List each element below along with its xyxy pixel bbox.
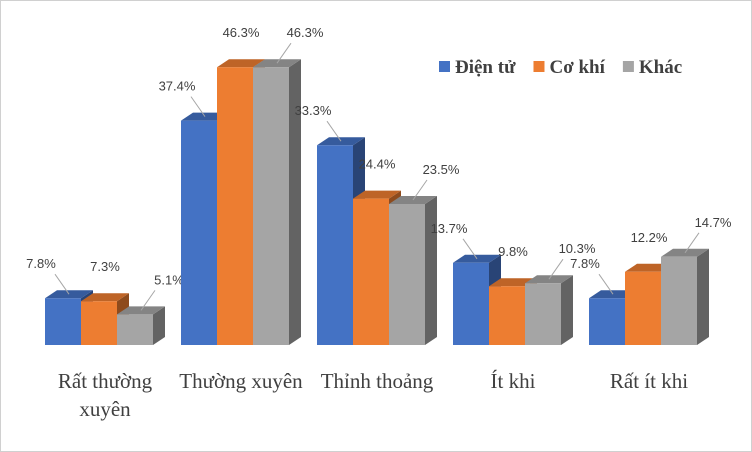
bar-side (561, 275, 573, 345)
bar-front (217, 67, 253, 345)
leader-line (598, 273, 614, 295)
legend-swatch (622, 61, 634, 72)
value-label: 10.3% (559, 241, 596, 256)
bar-front (625, 271, 661, 345)
x-tick-label: Rất ít khi (609, 369, 689, 393)
leader-line (684, 232, 700, 254)
legend-swatch (439, 61, 450, 72)
value-label: 23.5% (423, 162, 460, 177)
bar-front (525, 283, 561, 345)
bar-front (353, 198, 389, 345)
value-label: 5.1% (154, 272, 184, 287)
x-tick-label: Thường xuyên (179, 369, 303, 393)
bar-front (453, 262, 489, 345)
bar-side (697, 248, 709, 345)
legend-label: Khác (639, 57, 682, 78)
bar-front (589, 298, 625, 345)
bar (253, 59, 301, 345)
value-label: 12.2% (631, 230, 668, 245)
bar (389, 196, 437, 345)
value-label: 24.4% (359, 157, 396, 172)
value-label: 7.8% (570, 256, 600, 271)
x-tick-label: Thỉnh thoảng (320, 369, 434, 393)
bar-front (45, 298, 81, 345)
bar-top (217, 59, 265, 68)
leader-line (54, 273, 70, 295)
value-label: 33.3% (295, 103, 332, 118)
bar-front (253, 67, 289, 345)
value-label: 37.4% (159, 79, 196, 94)
leader-line (462, 238, 478, 260)
bar-front (489, 286, 525, 345)
x-tick-label: Ít khi (490, 369, 536, 393)
bar-front (661, 256, 697, 345)
value-label: 13.7% (431, 221, 468, 236)
value-label: 14.7% (695, 215, 732, 230)
bar-front (389, 204, 425, 345)
value-label: 46.3% (287, 25, 324, 40)
legend-swatch (533, 61, 545, 72)
bar-side (289, 59, 301, 345)
bar-front (117, 314, 153, 345)
bar-front (317, 145, 353, 345)
leader-line (276, 42, 292, 64)
bar-side (425, 196, 437, 345)
leader-line (548, 258, 564, 280)
leader-line (412, 179, 428, 201)
legend-label: Cơ khí (549, 57, 605, 78)
leader-line (140, 290, 156, 311)
bar-top (353, 190, 401, 199)
leader-line (326, 120, 342, 142)
value-label: 46.3% (223, 25, 260, 40)
bar-top (81, 293, 129, 302)
value-label: 7.3% (90, 259, 120, 274)
bar-side (153, 306, 165, 345)
value-label: 9.8% (498, 244, 528, 259)
legend-label: Điện tử (455, 57, 516, 78)
leader-line (190, 96, 206, 117)
x-tick-label: Rất thường xuyên (57, 369, 153, 421)
value-label: 7.8% (26, 256, 56, 271)
bar (661, 248, 709, 345)
bar-front (81, 301, 117, 345)
bar-front (181, 120, 217, 345)
bar (525, 275, 573, 345)
bar (117, 306, 165, 345)
